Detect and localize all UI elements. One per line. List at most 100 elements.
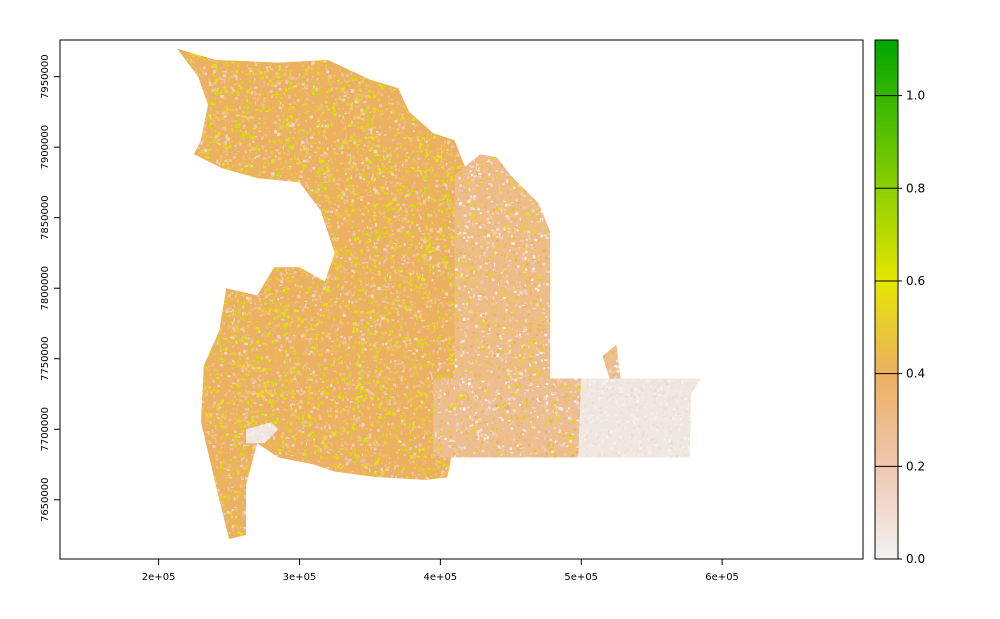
raster-cell <box>417 154 420 157</box>
raster-cell <box>443 303 447 306</box>
raster-cell <box>376 191 380 195</box>
raster-cell <box>414 357 417 359</box>
raster-cell <box>442 476 444 480</box>
raster-cell <box>271 381 275 385</box>
raster-cell <box>211 140 214 142</box>
raster-cell <box>312 352 316 356</box>
raster-cell <box>352 233 356 236</box>
raster-cell <box>444 310 447 313</box>
raster-cell <box>408 273 411 275</box>
raster-cell <box>430 409 432 411</box>
raster-cell <box>439 302 443 305</box>
raster-cell <box>431 382 434 384</box>
raster-cell <box>347 168 351 171</box>
raster-cell <box>303 89 307 94</box>
raster-cell <box>410 471 414 474</box>
raster-cell <box>224 304 227 307</box>
raster-cell <box>385 307 389 311</box>
raster-cell <box>382 335 385 339</box>
raster-cell <box>450 145 452 149</box>
raster-cell <box>405 107 408 111</box>
raster-cell <box>408 477 410 479</box>
raster-layer <box>176 48 701 540</box>
raster-cell <box>412 117 415 121</box>
raster-cell <box>440 262 444 264</box>
raster-cell <box>406 135 408 138</box>
raster-cell <box>336 381 339 385</box>
raster-cell <box>379 361 383 365</box>
raster-cell <box>446 345 449 348</box>
raster-cell <box>314 89 318 92</box>
raster-cell <box>223 297 227 300</box>
raster-cell <box>380 155 383 158</box>
raster-cell <box>323 152 327 155</box>
raster-cell <box>317 317 319 321</box>
raster-cell <box>265 66 269 69</box>
raster-cell <box>220 90 222 94</box>
raster-cell <box>289 329 292 331</box>
raster-cell <box>276 178 280 181</box>
raster-cell <box>227 487 230 491</box>
raster-cell <box>266 288 270 290</box>
raster-cell <box>438 464 441 467</box>
raster-cell <box>377 134 381 136</box>
raster-cell <box>410 310 413 314</box>
raster-cell <box>396 407 401 411</box>
raster-cell <box>372 427 374 430</box>
raster-cell <box>193 62 197 65</box>
raster-cell <box>394 307 396 310</box>
raster-cell <box>451 317 453 320</box>
raster-cell <box>429 380 431 382</box>
raster-cell <box>424 377 427 381</box>
raster-cell <box>370 397 373 399</box>
raster-cell <box>382 470 385 475</box>
raster-cell <box>223 134 226 138</box>
raster-cell <box>253 116 255 120</box>
raster-cell <box>429 236 432 238</box>
raster-cell <box>331 302 334 306</box>
raster-cell <box>315 334 319 336</box>
raster-cell <box>392 127 396 129</box>
raster-cell <box>315 445 318 448</box>
raster-cell <box>419 139 423 142</box>
raster-cell <box>212 136 215 140</box>
raster-cell <box>228 94 231 96</box>
raster-cell <box>446 364 450 367</box>
raster-cell <box>352 327 355 330</box>
raster-cell <box>336 222 339 224</box>
raster-cell <box>237 114 240 116</box>
raster-cell <box>305 442 308 446</box>
raster-cell <box>305 110 308 112</box>
raster-cell <box>447 311 451 314</box>
raster-cell <box>235 129 239 133</box>
raster-cell <box>269 367 272 371</box>
raster-cell <box>229 438 234 440</box>
raster-cell <box>348 408 351 409</box>
raster-cell <box>377 172 381 174</box>
raster-cell <box>425 415 427 419</box>
raster-cell <box>305 119 307 123</box>
raster-cell <box>234 307 236 309</box>
raster-cell <box>248 163 253 167</box>
raster-cell <box>395 106 399 108</box>
raster-cell <box>336 212 341 215</box>
raster-cell <box>283 92 285 95</box>
raster-cell <box>250 322 253 325</box>
raster-cell <box>339 322 343 324</box>
raster-cell <box>228 77 231 79</box>
raster-cell <box>446 332 448 334</box>
raster-cell <box>395 205 398 209</box>
raster-cell <box>392 348 395 351</box>
raster-cell <box>267 368 270 371</box>
raster-cell <box>355 208 359 212</box>
raster-cell <box>229 353 231 356</box>
raster-cell <box>341 87 345 91</box>
raster-cell <box>418 290 421 294</box>
raster-cell <box>357 352 359 357</box>
raster-cell <box>357 84 361 88</box>
raster-cell <box>416 415 418 420</box>
raster-cell <box>405 307 409 311</box>
raster-cell <box>290 404 292 407</box>
raster-cell <box>372 79 376 82</box>
raster-cell <box>414 445 418 448</box>
